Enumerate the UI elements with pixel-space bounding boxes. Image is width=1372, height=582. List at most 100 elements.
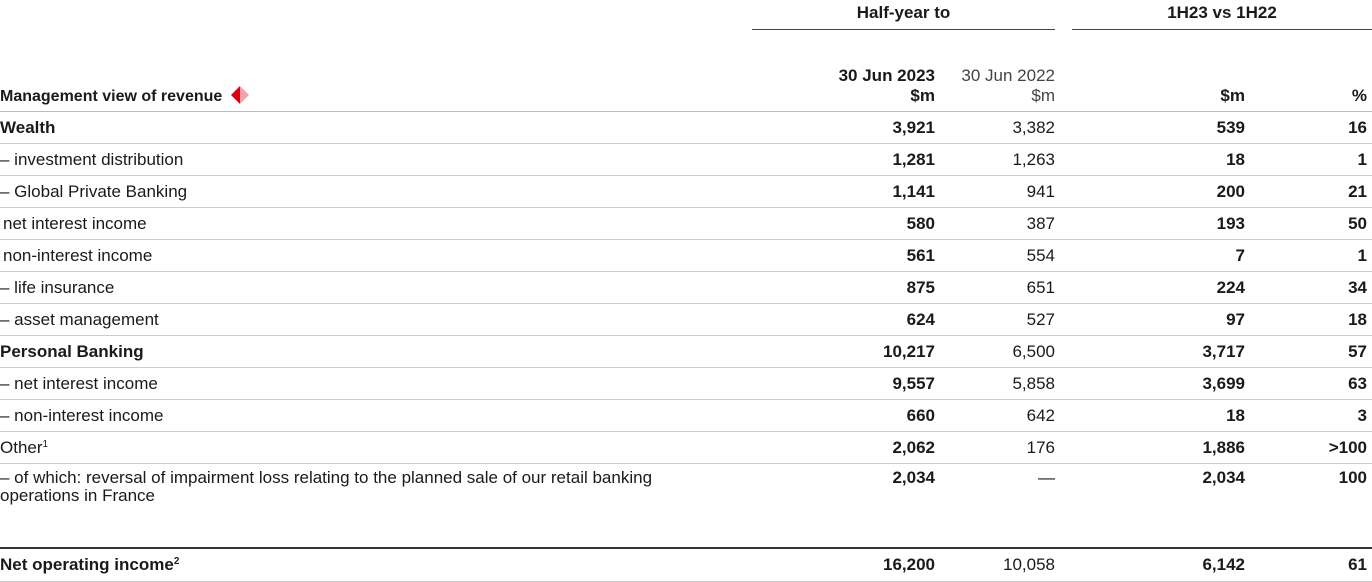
value-cell: 21: [1245, 175, 1372, 208]
column-date: 30 Jun 2022: [961, 66, 1055, 85]
value-cell: 176: [935, 431, 1055, 464]
value-cell: 100: [1245, 463, 1372, 549]
value-cell: 10,058: [935, 547, 1055, 582]
column-unit: %: [1351, 86, 1368, 105]
value-cell: 57: [1245, 335, 1372, 368]
table-row: – net interest income 9,557 5,858 3,699 63: [0, 367, 1372, 400]
value-cell: 50: [1245, 207, 1372, 240]
value-cell: 193: [1055, 207, 1245, 240]
value-cell: 651: [935, 271, 1055, 304]
table-row: Other1 2,062 176 1,886 >100: [0, 431, 1372, 464]
value-cell: 200: [1055, 175, 1245, 208]
value-cell: 18: [1055, 143, 1245, 176]
column-unit: $m: [1220, 86, 1245, 105]
table-row: – life insurance 875 651 224 34: [0, 271, 1372, 304]
value-cell: 3,382: [935, 111, 1055, 144]
table-row: – of which: reversal of impairment loss …: [0, 463, 1372, 549]
value-cell: 1,141: [752, 175, 935, 208]
row-label-cell: net interest income: [0, 207, 752, 240]
row-label-cell: Personal Banking: [0, 335, 752, 368]
column-date: 30 Jun 2023: [838, 66, 935, 85]
value-cell: 16: [1245, 111, 1372, 144]
row-label-cell: – asset management: [0, 303, 752, 336]
value-cell: 941: [935, 175, 1055, 208]
row-label-cell: Net operating income2: [0, 547, 752, 582]
value-cell: 554: [935, 239, 1055, 272]
table-row: – non-interest income 660 642 18 3: [0, 399, 1372, 432]
diamond-icon: [231, 86, 250, 104]
value-cell: 1,281: [752, 143, 935, 176]
value-cell: 1,886: [1055, 431, 1245, 464]
value-cell: 3,699: [1055, 367, 1245, 400]
value-cell: 6,142: [1055, 547, 1245, 582]
value-cell: 580: [752, 207, 935, 240]
value-cell: 387: [935, 207, 1055, 240]
value-cell: 875: [752, 271, 935, 304]
row-label-cell: – investment distribution: [0, 143, 752, 176]
row-label: non-interest income: [3, 245, 153, 265]
column-unit: $m: [1031, 86, 1055, 105]
value-cell: 2,034: [1055, 463, 1245, 549]
row-label: – life insurance: [0, 277, 115, 297]
row-label-cell: – Global Private Banking: [0, 175, 752, 208]
group-label: Half-year to: [752, 0, 1055, 30]
table-row: Wealth 3,921 3,382 539 16: [0, 111, 1372, 144]
value-cell: 660: [752, 399, 935, 432]
row-label-cell: – non-interest income: [0, 399, 752, 432]
value-cell: 63: [1245, 367, 1372, 400]
value-cell: 2,062: [752, 431, 935, 464]
row-label-header: Management view of revenue: [0, 88, 223, 105]
table-body: Wealth 3,921 3,382 539 16 – investment distri…: [0, 111, 1372, 582]
table-row: Net operating income2 16,200 10,058 6,142 61: [0, 547, 1372, 582]
group-header-row: Half-year to 1H23 vs 1H22: [0, 0, 1372, 44]
value-cell: 527: [935, 303, 1055, 336]
row-label: Personal Banking: [0, 341, 144, 361]
value-cell: 624: [752, 303, 935, 336]
value-cell: 539: [1055, 111, 1245, 144]
footnote-marker: 2: [173, 556, 180, 567]
row-label: – non-interest income: [0, 405, 164, 425]
value-cell: 10,217: [752, 335, 935, 368]
table-row: – investment distribution 1,281 1,263 18 1: [0, 143, 1372, 176]
value-cell: 1: [1245, 239, 1372, 272]
value-cell: 3,717: [1055, 335, 1245, 368]
value-cell: 6,500: [935, 335, 1055, 368]
table-row: – Global Private Banking 1,141 941 200 21: [0, 175, 1372, 208]
row-label: – Global Private Banking: [0, 181, 188, 201]
column-header-row: Management view of revenue 30 Jun 2023 $m…: [0, 44, 1372, 112]
value-cell: >100: [1245, 431, 1372, 464]
table-row: Personal Banking 10,217 6,500 3,717 57: [0, 335, 1372, 368]
value-cell: 97: [1055, 303, 1245, 336]
row-label-cell: – of which: reversal of impairment loss …: [0, 463, 752, 549]
table-row: net interest income 580 387 193 50: [0, 207, 1372, 240]
row-label: net interest income: [3, 213, 147, 233]
row-label-cell: Wealth: [0, 111, 752, 144]
group-label: 1H23 vs 1H22: [1072, 0, 1372, 30]
value-cell: 61: [1245, 547, 1372, 582]
footnote-marker: 1: [42, 438, 49, 450]
value-cell: 642: [935, 399, 1055, 432]
value-cell: 561: [752, 239, 935, 272]
value-cell: 9,557: [752, 367, 935, 400]
row-label: Net operating income: [0, 555, 174, 574]
value-cell: 7: [1055, 239, 1245, 272]
value-cell: 18: [1245, 303, 1372, 336]
row-label: – asset management: [0, 309, 159, 329]
value-cell: 3,921: [752, 111, 935, 144]
value-cell: 18: [1055, 399, 1245, 432]
value-cell: 224: [1055, 271, 1245, 304]
value-cell: —: [935, 463, 1055, 549]
row-label-cell: – net interest income: [0, 367, 752, 400]
row-label-cell: non-interest income: [0, 239, 752, 272]
row-label-cell: Other1: [0, 431, 752, 464]
value-cell: 16,200: [752, 547, 935, 582]
value-cell: 1: [1245, 143, 1372, 176]
row-label: – investment distribution: [0, 149, 184, 169]
row-label: – of which: reversal of impairment loss …: [0, 468, 653, 505]
column-unit: $m: [910, 86, 935, 105]
value-cell: 34: [1245, 271, 1372, 304]
table-row: non-interest income 561 554 7 1: [0, 239, 1372, 272]
row-label: – net interest income: [0, 373, 158, 393]
